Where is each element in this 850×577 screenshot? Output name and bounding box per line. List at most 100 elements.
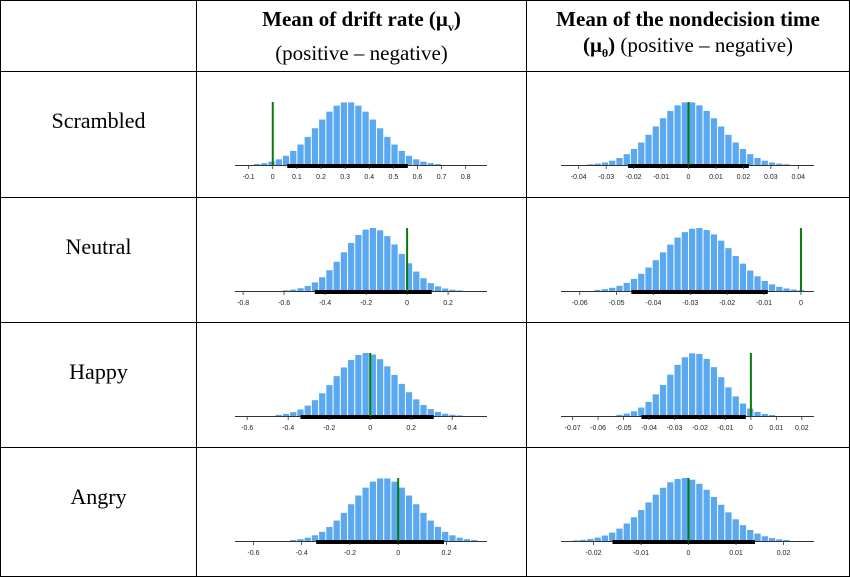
histogram-bar [638, 142, 645, 165]
chart-cell: -0.1 0 0.1 0.2 0.3 0.4 0.5 0.6 0.7 0.8 [197, 72, 527, 198]
histogram-bar [681, 478, 688, 541]
histogram-bar [609, 287, 616, 291]
histogram-bar [689, 228, 696, 291]
histogram-bar [282, 155, 290, 165]
histogram-angry-ndt: -0.02 -0.01 0 0.01 0.02 [561, 478, 814, 557]
nondecision-time-note: (μθ) (positive – negative) [582, 32, 794, 61]
histogram-bar [340, 252, 348, 291]
histogram-bar [609, 532, 616, 541]
histogram-bar [391, 144, 398, 165]
histogram-bar [333, 376, 340, 416]
x-tick-label: 0.02 [795, 425, 809, 432]
x-tick-label: 0 [396, 550, 400, 557]
histogram-bar [340, 367, 348, 416]
histogram-bar [405, 155, 413, 165]
histogram-bar [616, 414, 623, 416]
x-tick-label: 0 [799, 300, 803, 307]
histogram-bar [659, 384, 667, 416]
histogram-bar [290, 150, 297, 165]
x-tick-label: 0 [749, 425, 753, 432]
histogram-bar [652, 260, 659, 291]
histogram-bar [645, 267, 652, 291]
chart-cell: -0.8 -0.6 -0.4 -0.2 0 0.2 [197, 198, 527, 323]
x-tick-label: 0.8 [461, 174, 471, 181]
histogram-bar [275, 414, 282, 416]
histogram-bar [761, 413, 768, 416]
histogram-bar [754, 157, 761, 165]
histogram-bar [580, 539, 587, 541]
histogram-bar [689, 479, 696, 541]
x-tick-label: 0.3 [340, 174, 350, 181]
histogram-bar [427, 409, 434, 416]
histogram-bar [319, 531, 326, 541]
histogram-bar [355, 234, 362, 291]
histogram-bar [703, 230, 710, 291]
histogram-bar [659, 487, 667, 541]
histogram-bar [768, 538, 776, 541]
histogram-bar [434, 411, 442, 416]
histogram-bar [434, 286, 442, 291]
histogram-bar [449, 414, 456, 416]
histogram-happy-ndt: -0.07 -0.06 -0.05 -0.04 -0.03 -0.02 -0.01 0 0.01… [561, 353, 814, 432]
histogram-bar [725, 248, 732, 291]
bars [290, 478, 478, 541]
x-tick-label: -0.01 [756, 300, 772, 307]
x-tick-label: 0.5 [388, 174, 398, 181]
histogram-bar [667, 244, 674, 291]
histogram-bar [659, 252, 667, 291]
histogram-bar [696, 228, 703, 291]
histogram-bar [696, 353, 703, 416]
histogram-bar [754, 276, 761, 291]
histogram-bar [754, 533, 761, 541]
histogram-bar [290, 289, 297, 291]
histogram-bar [456, 415, 463, 416]
histogram-bar [718, 504, 725, 541]
histogram-bar [369, 481, 376, 541]
histogram-bar [768, 162, 776, 165]
credible-interval [631, 290, 768, 294]
histogram-bar [348, 360, 355, 416]
histogram-bar [391, 244, 398, 291]
x-tick-label: 0 [687, 550, 691, 557]
credible-interval [287, 164, 408, 168]
histogram-bar [681, 102, 688, 165]
histogram-bar [696, 483, 703, 541]
histogram-bar [681, 357, 688, 416]
histogram-bar [667, 482, 674, 541]
histogram-bar [340, 102, 348, 165]
histogram-bar [384, 236, 391, 291]
x-tick-label: -0.04 [641, 425, 657, 432]
histogram-bar [783, 164, 790, 165]
bars [282, 228, 463, 291]
bars [594, 228, 805, 291]
chart-cell: -0.07 -0.06 -0.05 -0.04 -0.03 -0.02 -0.01 0 0.01… [527, 323, 850, 448]
histogram-bar [623, 413, 630, 416]
bars [616, 353, 776, 416]
histogram-bar [790, 289, 797, 291]
x-tick-label: 0.01 [709, 174, 723, 181]
credible-interval [316, 540, 444, 544]
x-tick-label: -0.01 [653, 174, 669, 181]
histogram-bar [587, 538, 594, 541]
credible-interval [300, 415, 434, 419]
histogram-bar [703, 110, 710, 165]
x-tick-label: 0 [271, 174, 275, 181]
histogram-bar [768, 284, 776, 291]
chart-cell: -0.6 -0.4 -0.2 0 0.2 [197, 448, 527, 577]
histogram-bar [732, 396, 739, 416]
x-tick-label: 0.02 [777, 550, 791, 557]
x-tick-label: -0.6 [278, 300, 290, 307]
histogram-bar [405, 263, 413, 291]
histogram-bar [689, 102, 696, 165]
x-tick-label: -0.02 [719, 300, 735, 307]
histogram-bar [630, 148, 638, 165]
histogram-bar [355, 495, 362, 541]
histogram-bar [732, 142, 739, 165]
histogram-bar [434, 164, 442, 165]
histogram-bar [776, 163, 783, 165]
x-tick-label: 0.2 [443, 300, 453, 307]
histogram-bar [261, 163, 268, 165]
histogram-bar [348, 504, 355, 541]
drift-rate-note: (positive – negative) [275, 41, 448, 66]
x-tick-label: 0.4 [364, 174, 374, 181]
